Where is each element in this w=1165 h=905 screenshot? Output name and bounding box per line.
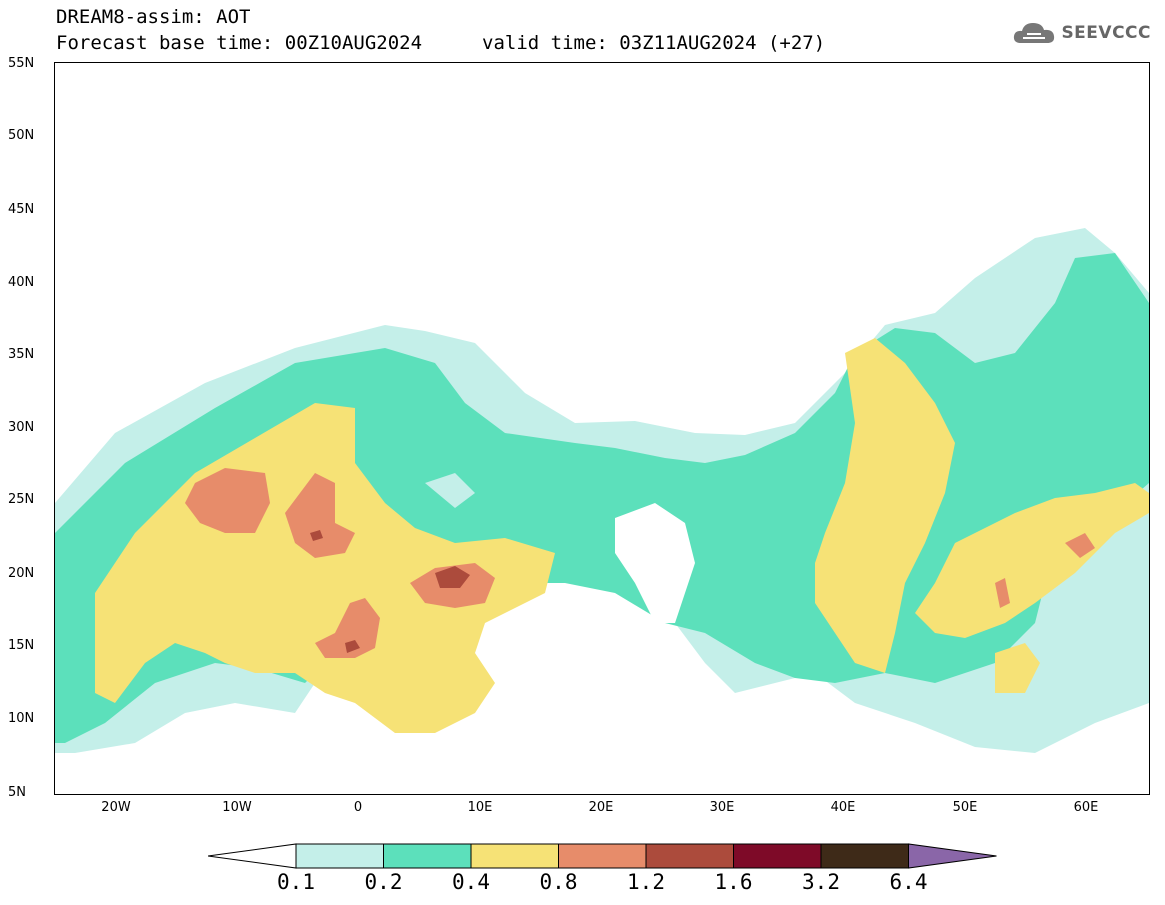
aot-contour-very-high <box>435 566 470 588</box>
chart-title: DREAM8-assim: AOT <box>56 6 251 28</box>
colorbar <box>208 843 997 869</box>
forecast-base-time: Forecast base time: 00Z10AUG2024 <box>56 32 423 54</box>
map-area <box>54 62 1150 795</box>
colorbar-label: 1.6 <box>714 870 753 894</box>
colorbar-segment <box>558 843 647 869</box>
colorbar-segment <box>733 843 822 869</box>
colorbar-label: 0.8 <box>539 870 578 894</box>
colorbar-below-triangle <box>208 843 297 869</box>
aot-map <box>55 228 1149 753</box>
lat-label: 35N <box>8 347 35 362</box>
lat-label: 25N <box>8 492 35 507</box>
lat-label: 15N <box>8 638 35 653</box>
lat-label: 55N <box>8 56 35 71</box>
colorbar-label: 6.4 <box>889 870 928 894</box>
lon-label: 10E <box>467 800 493 815</box>
colorbar-segment <box>820 843 909 869</box>
colorbar-label: 1.2 <box>627 870 665 894</box>
lon-label: 20W <box>101 800 131 815</box>
colorbar-label: 0.2 <box>364 870 403 894</box>
colorbar-label: 3.2 <box>802 870 840 894</box>
colorbar-above-triangle <box>908 843 997 869</box>
aot-contour-high <box>185 468 270 533</box>
lat-label: 20N <box>8 566 35 581</box>
seevccc-logo: SEEVCCC <box>1011 18 1151 48</box>
lon-label: 10W <box>222 800 252 815</box>
colorbar-label: 0.1 <box>277 870 315 894</box>
lon-label: 50E <box>952 800 978 815</box>
lat-label: 40N <box>8 275 35 290</box>
lon-label: 0 <box>353 800 363 815</box>
colorbar-segment <box>470 843 559 869</box>
lon-label: 60E <box>1073 800 1099 815</box>
lon-label: 20E <box>588 800 614 815</box>
lat-label: 45N <box>8 202 35 217</box>
cloud-icon <box>1014 23 1055 43</box>
colorbar-segment <box>645 843 734 869</box>
lat-label: 10N <box>8 711 35 726</box>
colorbar-segment <box>383 843 472 869</box>
lat-label: 30N <box>8 420 35 435</box>
lat-label: 5N <box>8 785 26 800</box>
lat-label: 50N <box>8 128 35 143</box>
logo-text: SEEVCCC <box>1061 23 1151 43</box>
lon-label: 40E <box>830 800 856 815</box>
colorbar-label: 0.4 <box>452 870 490 894</box>
lon-label: 30E <box>709 800 735 815</box>
valid-time: valid time: 03Z11AUG2024 (+27) <box>482 32 826 54</box>
colorbar-segment <box>295 843 384 869</box>
